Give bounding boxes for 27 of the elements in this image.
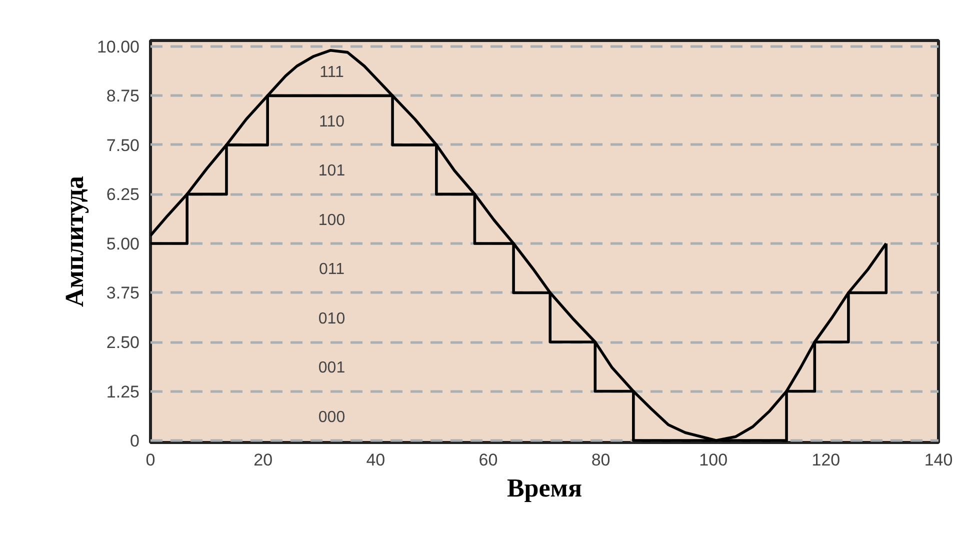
x-tick-label: 40 [366, 450, 386, 470]
y-tick-label: 5.00 [106, 234, 140, 254]
annotation: 000 [318, 408, 346, 426]
x-tick-label: 100 [699, 450, 728, 470]
annotation: 111 [320, 64, 344, 82]
x-tick-label: 20 [254, 450, 273, 470]
y-tick-label: 0 [130, 432, 140, 451]
x-tick-label: 120 [812, 450, 840, 470]
y-tick-label: 10.00 [96, 37, 140, 56]
x-tick-label: 80 [591, 450, 610, 470]
x-axis-title: Время [506, 474, 582, 502]
y-tick-label: 6.25 [106, 185, 140, 204]
annotation: 110 [318, 113, 345, 130]
y-tick-label: 7.50 [106, 136, 140, 155]
y-tick-label: 1.25 [106, 382, 140, 402]
annotation: 100 [318, 212, 346, 229]
x-tick-label: 60 [478, 450, 498, 470]
y-tick-label: 2.50 [106, 333, 140, 352]
x-tick-label: 140 [924, 450, 953, 470]
annotation: 101 [318, 162, 346, 180]
annotation: 001 [318, 360, 346, 377]
y-tick-label: 3.75 [106, 284, 140, 303]
annotation: 010 [318, 310, 346, 328]
y-tick-label: 8.75 [106, 86, 140, 106]
x-tick-label: 0 [146, 450, 156, 470]
y-axis-title: Амплитуда [60, 176, 89, 307]
annotation: 011 [318, 261, 345, 278]
